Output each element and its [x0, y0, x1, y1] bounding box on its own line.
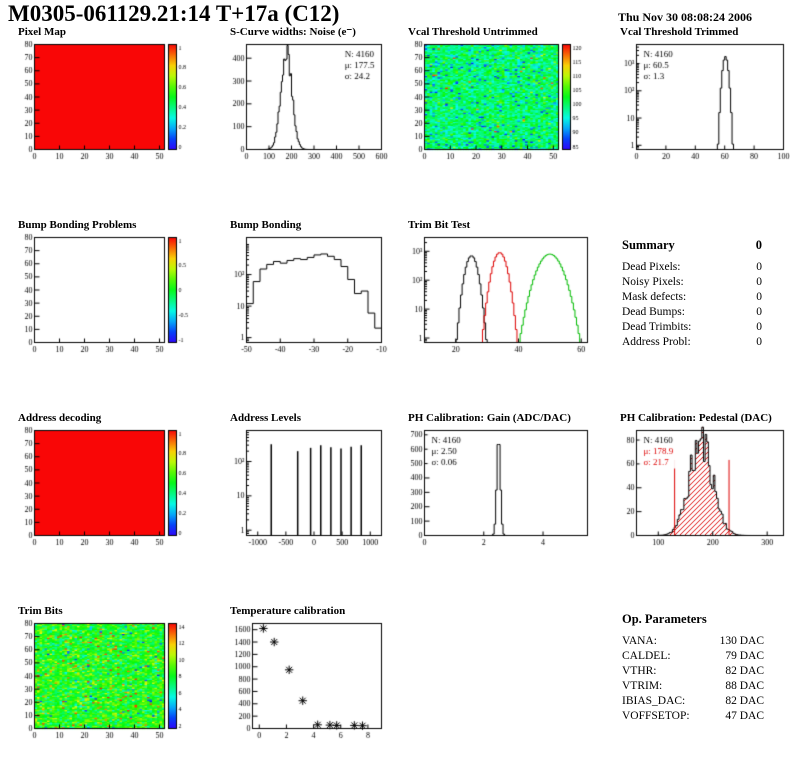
plot-title: Temperature calibration	[230, 605, 346, 617]
summary-row: Mask defects: 0	[622, 290, 762, 305]
ph-calibration-pedestal-canvas	[610, 425, 790, 551]
summary-row-label: Mask defects:	[622, 291, 687, 303]
plot-title: PH Calibration: Pedestal (DAC)	[620, 412, 772, 424]
trim-bits-canvas	[8, 618, 200, 744]
op-parameter-row: VANA: 130 DAC	[622, 634, 764, 649]
plot-pixel-map: Pixel Map	[8, 26, 200, 165]
op-parameter-value: 79 DAC	[725, 650, 764, 662]
plot-title: Bump Bonding	[230, 219, 302, 231]
summary-row-label: Address Probl:	[622, 336, 691, 348]
address-levels-canvas	[220, 425, 388, 551]
summary-row-label: Dead Trimbits:	[622, 321, 692, 333]
report-datetime: Thu Nov 30 08:08:24 2006	[618, 10, 753, 24]
plot-title: Address Levels	[230, 412, 301, 424]
scurve-noise-canvas	[220, 39, 388, 165]
op-parameter-label: VTRIM:	[622, 680, 663, 692]
pixel-map-canvas	[8, 39, 200, 165]
op-parameter-label: VOFFSETOP:	[622, 710, 690, 722]
op-parameters-header: Op. Parameters	[622, 612, 764, 627]
summary-row-value: 0	[756, 306, 762, 318]
summary-row-label: Dead Pixels:	[622, 261, 681, 273]
summary-block: Summary 0 Dead Pixels: 0 Noisy Pixels: 0…	[622, 238, 762, 350]
op-parameter-label: IBIAS_DAC:	[622, 695, 686, 707]
op-parameter-value: 47 DAC	[725, 710, 764, 722]
summary-total: 0	[755, 238, 762, 252]
plot-title: Trim Bit Test	[408, 219, 471, 231]
plot-title: Pixel Map	[18, 26, 66, 38]
summary-row-label: Noisy Pixels:	[622, 276, 684, 288]
plot-temperature-calibration: Temperature calibration	[220, 605, 388, 744]
op-parameter-label: CALDEL:	[622, 650, 671, 662]
plot-title: Trim Bits	[18, 605, 63, 617]
summary-row: Address Probl: 0	[622, 335, 762, 350]
summary-row: Noisy Pixels: 0	[622, 275, 762, 290]
op-parameter-label: VTHR:	[622, 665, 657, 677]
plot-title: Bump Bonding Problems	[18, 219, 137, 231]
page-title: M0305-061129.21:14 T+17a (C12)	[8, 1, 340, 26]
summary-header: Summary 0	[622, 238, 762, 253]
plot-title: S-Curve widths: Noise (e⁻)	[230, 26, 356, 38]
summary-row-value: 0	[756, 336, 762, 348]
trim-bit-test-canvas	[398, 232, 594, 358]
op-parameter-row: IBIAS_DAC: 82 DAC	[622, 694, 764, 709]
plot-bump-bonding: Bump Bonding	[220, 219, 388, 358]
plot-title: Vcal Threshold Untrimmed	[408, 26, 538, 38]
summary-row-value: 0	[756, 321, 762, 333]
address-decoding-canvas	[8, 425, 200, 551]
op-parameters-block: Op. Parameters VANA: 130 DAC CALDEL: 79 …	[622, 612, 764, 724]
vcal-threshold-trimmed-canvas	[610, 39, 790, 165]
plot-trim-bit-test: Trim Bit Test	[398, 219, 594, 358]
op-parameter-row: VTHR: 82 DAC	[622, 664, 764, 679]
summary-row: Dead Pixels: 0	[622, 260, 762, 275]
plot-ph-calibration-pedestal: PH Calibration: Pedestal (DAC)	[610, 412, 790, 551]
plot-vcal-threshold-trimmed: Vcal Threshold Trimmed	[610, 26, 790, 165]
bump-bonding-canvas	[220, 232, 388, 358]
op-parameter-row: CALDEL: 79 DAC	[622, 649, 764, 664]
op-parameter-value: 82 DAC	[725, 695, 764, 707]
vcal-threshold-untrimmed-canvas	[398, 39, 594, 165]
op-parameter-value: 82 DAC	[725, 665, 764, 677]
plot-address-decoding: Address decoding	[8, 412, 200, 551]
plot-ph-calibration-gain: PH Calibration: Gain (ADC/DAC)	[398, 412, 594, 551]
ph-calibration-gain-canvas	[398, 425, 594, 551]
plot-scurve-noise: S-Curve widths: Noise (e⁻)	[220, 26, 388, 165]
summary-row-value: 0	[756, 276, 762, 288]
plot-title: Address decoding	[18, 412, 102, 424]
plot-trim-bits: Trim Bits	[8, 605, 200, 744]
plot-address-levels: Address Levels	[220, 412, 388, 551]
plot-title: PH Calibration: Gain (ADC/DAC)	[408, 412, 571, 424]
summary-row-value: 0	[756, 261, 762, 273]
temperature-calibration-canvas	[220, 618, 388, 744]
bump-bonding-problems-canvas	[8, 232, 200, 358]
summary-row: Dead Bumps: 0	[622, 305, 762, 320]
op-parameter-row: VOFFSETOP: 47 DAC	[622, 709, 764, 724]
op-parameter-value: 130 DAC	[719, 635, 764, 647]
plot-vcal-threshold-untrimmed: Vcal Threshold Untrimmed	[398, 26, 594, 165]
op-parameters-title: Op. Parameters	[622, 612, 707, 626]
op-parameter-value: 88 DAC	[725, 680, 764, 692]
plot-title: Vcal Threshold Trimmed	[620, 26, 739, 38]
plot-bump-bonding-problems: Bump Bonding Problems	[8, 219, 200, 358]
summary-row: Dead Trimbits: 0	[622, 320, 762, 335]
summary-title: Summary	[622, 238, 675, 252]
op-parameter-label: VANA:	[622, 635, 657, 647]
op-parameter-row: VTRIM: 88 DAC	[622, 679, 764, 694]
summary-row-label: Dead Bumps:	[622, 306, 685, 318]
summary-row-value: 0	[756, 291, 762, 303]
